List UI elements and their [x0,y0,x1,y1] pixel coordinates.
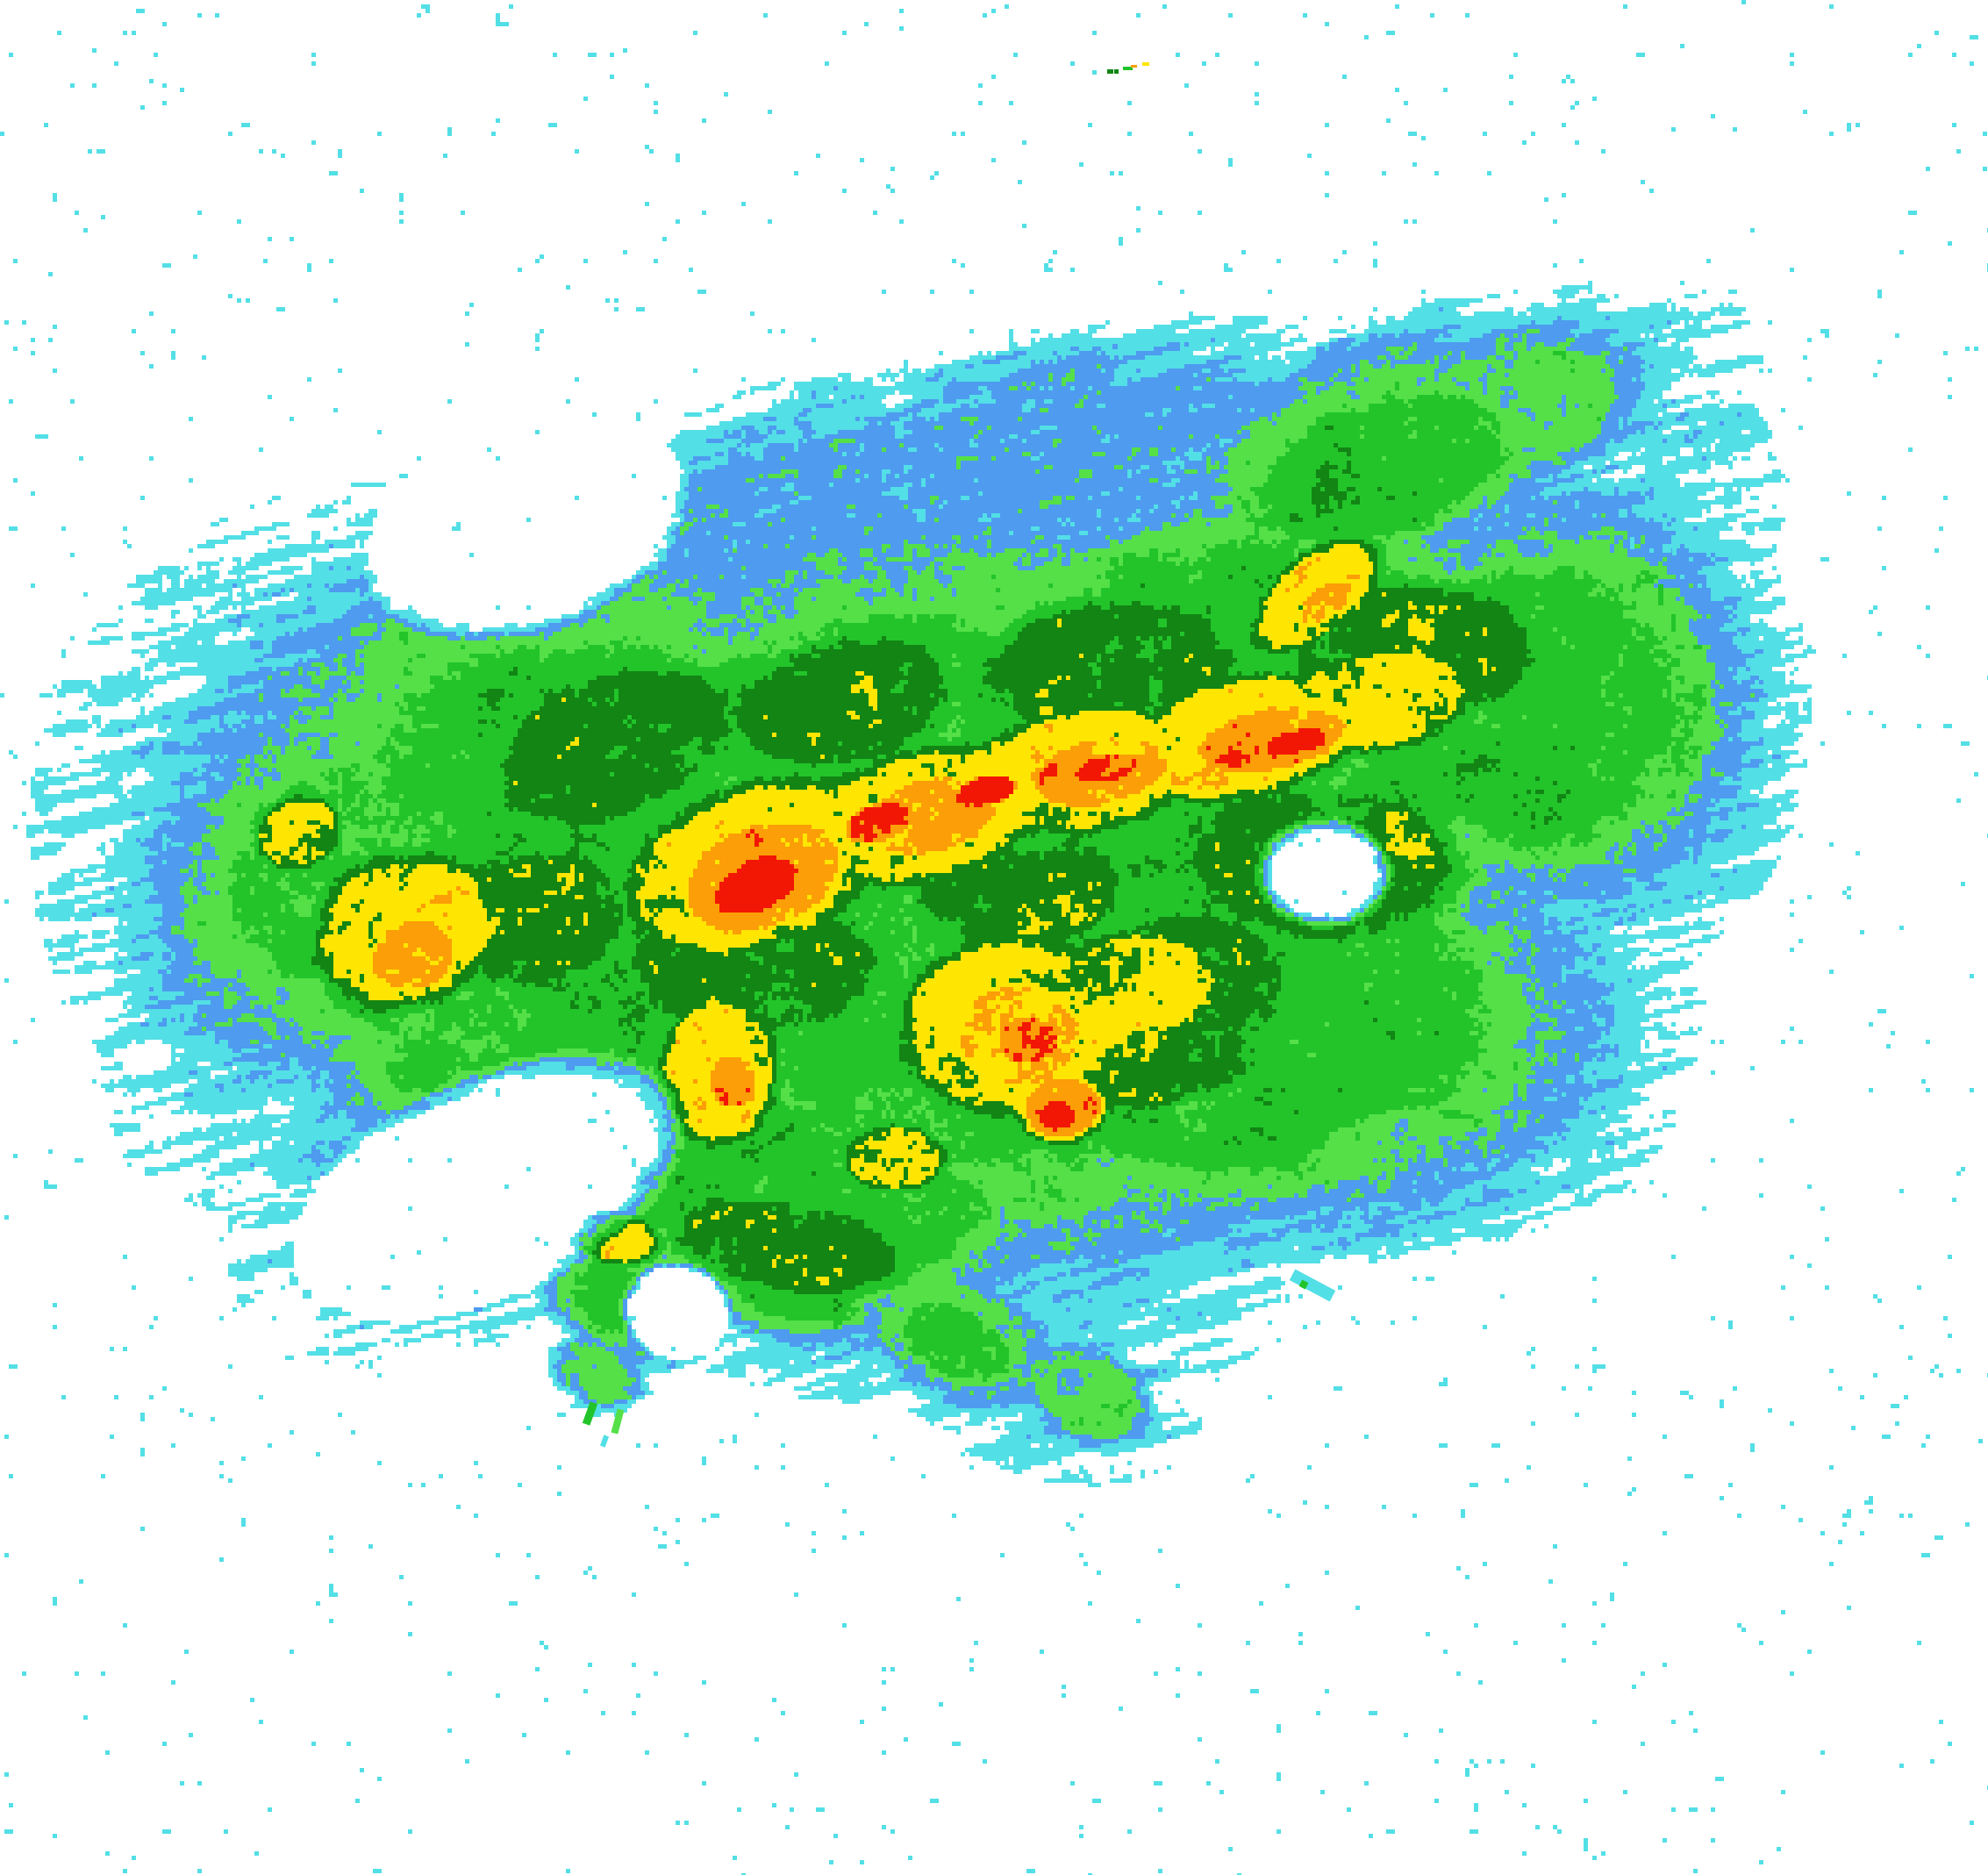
radar-echo-canvas [0,0,1988,1875]
radar-image [0,0,1988,1875]
